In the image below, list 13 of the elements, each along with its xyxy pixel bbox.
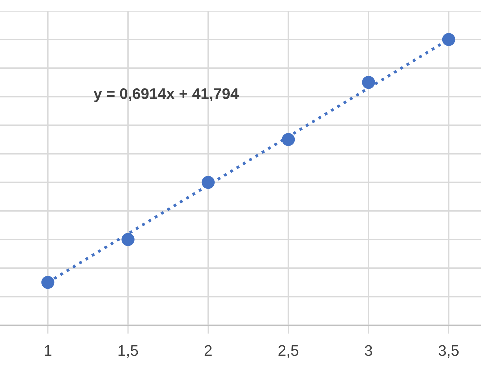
point: [282, 133, 296, 146]
x-tick-label: 1,5: [118, 346, 138, 358]
point: [122, 233, 135, 246]
point: [442, 33, 456, 46]
x-tick-label: 3,5: [438, 345, 459, 358]
point: [202, 176, 215, 190]
x-tick-label: 3: [365, 345, 372, 356]
point: [42, 276, 55, 290]
point: [362, 76, 376, 90]
x-tick-label: 1: [45, 346, 52, 356]
annotation: y = 0,6914x + 41,794: [94, 88, 239, 102]
x-tick-label: 2,5: [278, 345, 299, 358]
x-tick-label: 2: [204, 345, 212, 356]
